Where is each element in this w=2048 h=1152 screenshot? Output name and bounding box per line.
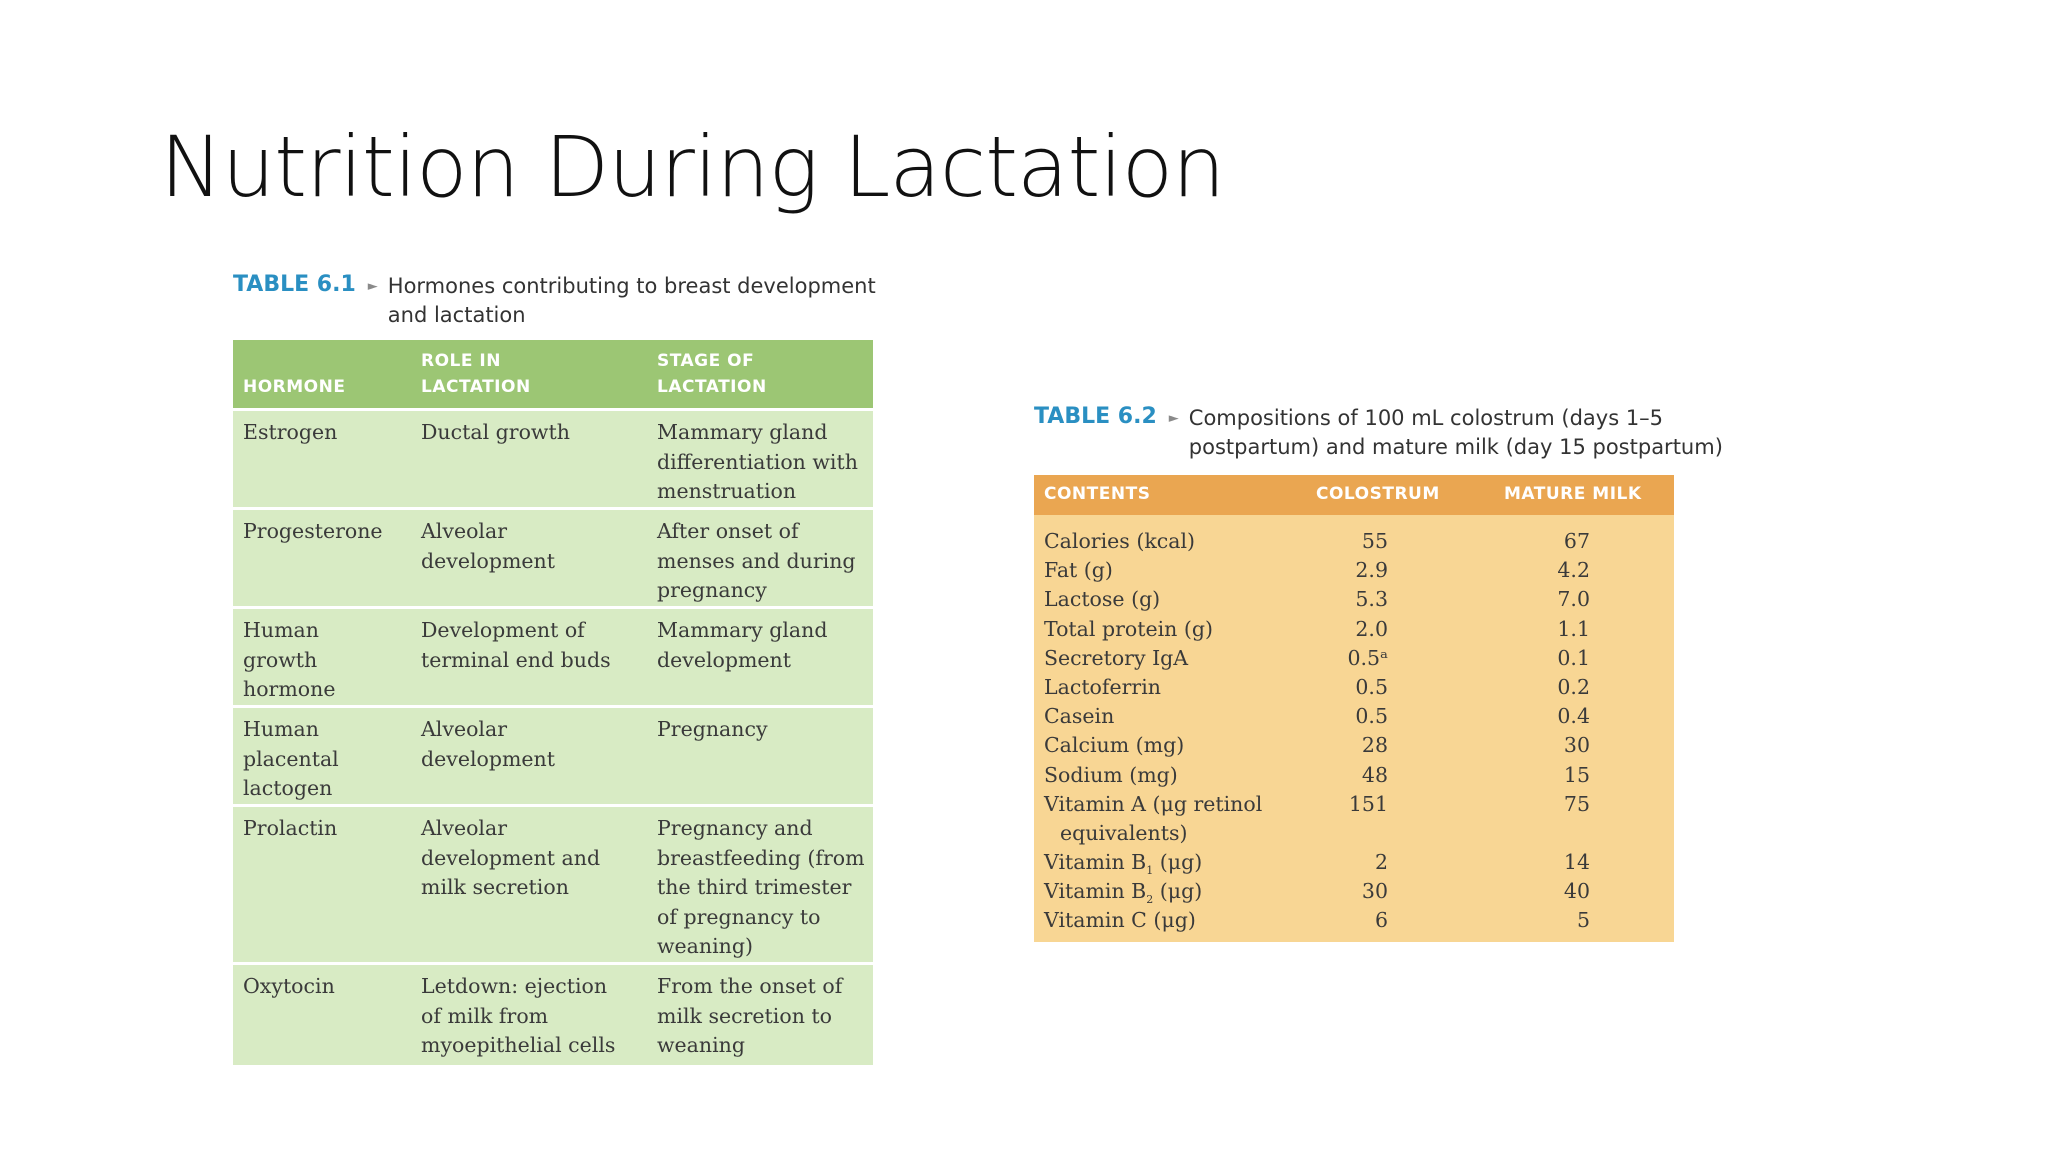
table2-header-colostrum: COLOSTRUM: [1316, 484, 1440, 504]
table2-body: Calories (kcal) 55 67 Fat (g) 2.9 4.2 Lactos…: [1034, 527, 1674, 936]
table1-label: TABLE 6.1: [233, 272, 356, 297]
table1-header-hormone: HORMONE: [243, 377, 346, 397]
table1-header-role: ROLE IN LACTATION: [421, 351, 531, 397]
table-row: Vitamin B1 (μg) 2 14: [1044, 850, 1590, 878]
table-row: Casein 0.5 0.4: [1044, 704, 1590, 729]
table-row: Prolactin Alveolar development and milk se…: [233, 807, 873, 962]
hormone-cell: Prolactin: [243, 816, 338, 840]
stage-cell: Mammary gland development: [657, 618, 828, 672]
table2-caption: TABLE 6.2 ► Compositions of 100 mL colos…: [1034, 404, 1723, 462]
row-name: Vitamin A (μg retinol equivalents): [1044, 791, 1263, 845]
hormone-cell: Estrogen: [243, 420, 338, 444]
table-row: Vitamin C (μg) 6 5: [1044, 908, 1590, 933]
role-cell: Alveolar development: [421, 717, 556, 771]
table-row: Lactoferrin 0.5 0.2: [1044, 674, 1590, 699]
table-row: Human growth hormone Development of termina…: [233, 609, 873, 705]
caption-arrow-icon: ►: [1168, 411, 1179, 426]
table1-caption-text: Hormones contributing to breast developm…: [387, 274, 876, 327]
table-row: Human placental lactogen Alveolar developme…: [233, 708, 873, 804]
table-row: Vitamin A (μg retinol equivalents) 151 75: [1034, 790, 1674, 848]
milk-composition-table: CONTENTS COLOSTRUM MATURE MILK Calories …: [1034, 475, 1674, 942]
table-row: Total protein (g) 2.0 1.1: [1044, 616, 1590, 641]
table-row: Calcium (mg) 28 30: [1044, 733, 1590, 758]
role-cell: Letdown: ejection of milk from myoepitheli…: [421, 974, 616, 1057]
hormone-cell: Oxytocin: [243, 974, 335, 998]
stage-cell: Mammary gland differentiation with menstru…: [657, 420, 858, 503]
stage-cell: Pregnancy and breastfeeding (from the thir…: [657, 816, 865, 958]
hormone-cell: Progesterone: [243, 519, 383, 543]
table-row: Vitamin B2 (μg) 30 40: [1044, 879, 1590, 907]
hormones-table: HORMONE ROLE IN LACTATION STAGE OF LACTA…: [233, 340, 873, 1069]
table-row: Fat (g) 2.9 4.2: [1044, 558, 1590, 583]
table1-caption: TABLE 6.1 ► Hormones contributing to bre…: [233, 272, 876, 330]
table2-header-contents: CONTENTS: [1044, 484, 1151, 504]
role-cell: Ductal growth: [421, 420, 570, 444]
stage-cell: From the onset of milk secretion to weanin…: [657, 974, 843, 1057]
role-cell: Development of terminal end buds: [421, 618, 611, 672]
table2-header-row: CONTENTS COLOSTRUM MATURE MILK: [1034, 475, 1674, 515]
caption-arrow-icon: ►: [367, 279, 378, 294]
table-row: Calories (kcal) 55 67: [1044, 529, 1590, 553]
role-cell: Alveolar development: [421, 519, 556, 573]
table2-label: TABLE 6.2: [1034, 404, 1157, 429]
table1-header-row: HORMONE ROLE IN LACTATION STAGE OF LACTA…: [233, 340, 873, 408]
table2-header-mature: MATURE MILK: [1504, 484, 1642, 504]
hormone-cell: Human growth hormone: [243, 618, 336, 701]
stage-cell: After onset of menses and during pregnancy: [657, 519, 856, 602]
table-row: Progesterone Alveolar development After o…: [233, 510, 873, 606]
table-row: Estrogen Ductal growth Mammary gland diff…: [233, 411, 873, 507]
table2-caption-text: Compositions of 100 mL colostrum (days 1…: [1188, 406, 1723, 459]
slide-title: Nutrition During Lactation: [160, 118, 1225, 216]
table-row: Sodium (mg) 48 15: [1044, 762, 1590, 787]
hormone-cell: Human placental lactogen: [243, 717, 339, 800]
stage-cell: Pregnancy: [657, 717, 768, 741]
table-row: Oxytocin Letdown: ejection of milk from my…: [233, 965, 873, 1065]
role-cell: Alveolar development and milk secretion: [421, 816, 601, 899]
table1-header-stage: STAGE OF LACTATION: [657, 351, 767, 397]
table-row: Secretory IgA 0.5ᵃ 0.1: [1044, 645, 1590, 670]
table-row: Lactose (g) 5.3 7.0: [1044, 587, 1590, 612]
